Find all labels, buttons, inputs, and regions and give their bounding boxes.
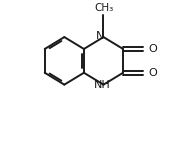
- Text: CH₃: CH₃: [94, 3, 114, 13]
- Text: N: N: [96, 31, 104, 41]
- Text: NH: NH: [94, 80, 110, 90]
- Text: O: O: [148, 44, 157, 54]
- Text: O: O: [148, 68, 157, 78]
